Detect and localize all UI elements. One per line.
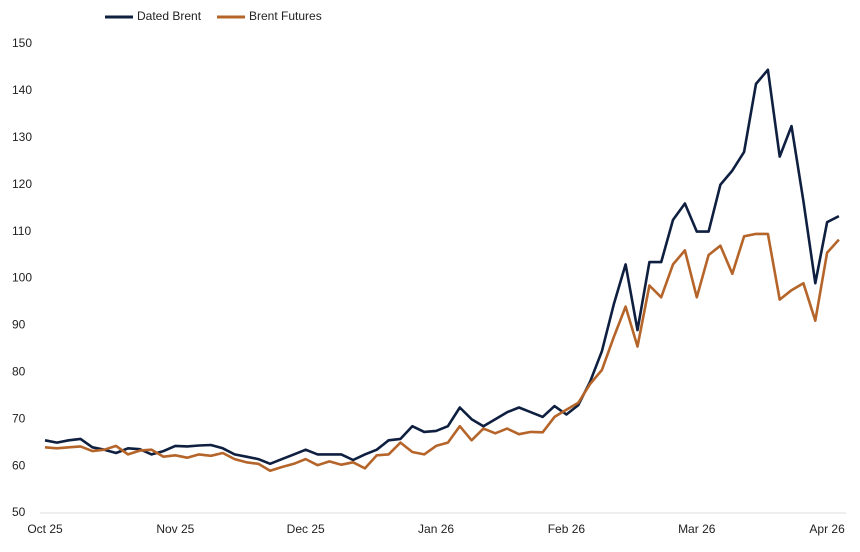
y-tick-label: 150 xyxy=(12,36,32,50)
x-tick-label: Apr 26 xyxy=(809,522,845,536)
series-line xyxy=(44,232,840,473)
y-tick-label: 110 xyxy=(12,224,31,238)
y-tick-label: 90 xyxy=(12,318,26,332)
legend-label: Dated Brent xyxy=(137,9,202,23)
x-tick-label: Oct 25 xyxy=(27,522,63,536)
y-tick-label: 80 xyxy=(12,364,26,378)
y-tick-label: 50 xyxy=(12,505,26,519)
y-tick-label: 120 xyxy=(12,177,32,191)
y-tick-label: 60 xyxy=(12,458,26,472)
legend-label: Brent Futures xyxy=(249,9,322,23)
y-tick-label: 100 xyxy=(12,271,32,285)
x-tick-label: Jan 26 xyxy=(418,522,454,536)
x-tick-label: Feb 26 xyxy=(548,522,586,536)
x-tick-label: Nov 25 xyxy=(156,522,194,536)
x-tick-label: Dec 25 xyxy=(287,522,325,536)
series-line xyxy=(44,68,840,466)
y-tick-label: 130 xyxy=(12,130,32,144)
y-tick-label: 140 xyxy=(12,83,32,97)
x-tick-label: Mar 26 xyxy=(678,522,716,536)
y-tick-label: 70 xyxy=(12,411,26,425)
